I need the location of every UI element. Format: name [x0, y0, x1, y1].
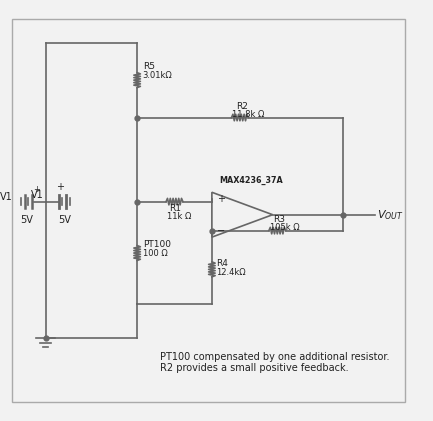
Text: R1: R1 — [169, 204, 181, 213]
Text: PT100 compensated by one additional resistor.: PT100 compensated by one additional resi… — [161, 352, 390, 362]
Text: R2: R2 — [236, 102, 248, 111]
Text: R5: R5 — [143, 62, 155, 71]
Text: V1: V1 — [0, 192, 13, 202]
Text: +: + — [216, 194, 225, 204]
Text: 105k Ω: 105k Ω — [270, 223, 300, 232]
Text: 11.8k Ω: 11.8k Ω — [233, 109, 265, 119]
Text: 3.01kΩ: 3.01kΩ — [143, 71, 172, 80]
Text: +: + — [33, 185, 40, 194]
Text: R3: R3 — [273, 215, 284, 224]
Text: R4: R4 — [216, 258, 229, 268]
Text: 5V: 5V — [58, 215, 71, 225]
Text: 11k Ω: 11k Ω — [167, 212, 191, 221]
Text: +: + — [56, 182, 65, 192]
Text: 100 Ω: 100 Ω — [143, 249, 168, 258]
Text: 12.4kΩ: 12.4kΩ — [216, 268, 246, 277]
Text: PT100: PT100 — [143, 240, 171, 249]
Text: V1: V1 — [31, 190, 44, 200]
Text: −: − — [216, 226, 225, 236]
Text: 5V: 5V — [20, 215, 33, 225]
Text: MAX4236_37A: MAX4236_37A — [220, 176, 283, 185]
Text: $V_{OUT}$: $V_{OUT}$ — [377, 208, 404, 221]
Text: R2 provides a small positive feedback.: R2 provides a small positive feedback. — [161, 363, 349, 373]
